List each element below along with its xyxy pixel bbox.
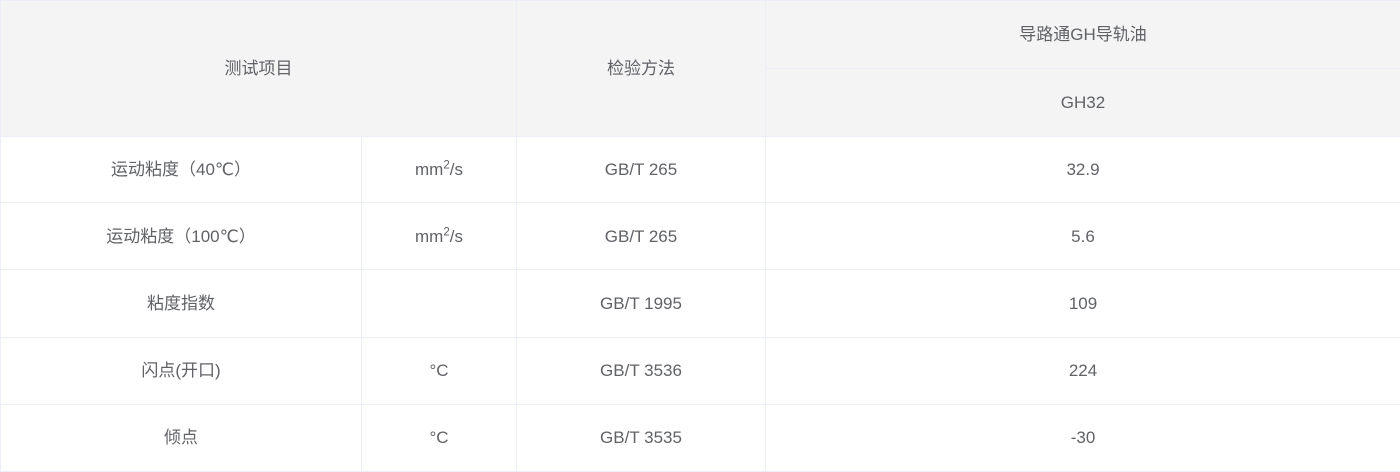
table-row: 倾点 °C GB/T 3535 -30 [0, 403, 1400, 472]
table-row: 闪点(开口) °C GB/T 3536 224 [0, 336, 1400, 405]
unit-base: mm [415, 159, 444, 179]
table-row: 粘度指数 GB/T 1995 109 [0, 269, 1400, 338]
table-row: 运动粘度（100℃） mm2/s GB/T 265 5.6 [0, 202, 1400, 271]
cell-test-item: 运动粘度（40℃） [0, 135, 362, 204]
cell-value: 224 [765, 336, 1400, 405]
unit-suffix: /s [449, 226, 463, 246]
cell-test-item: 粘度指数 [0, 269, 362, 338]
unit-base: °C [429, 428, 449, 448]
cell-test-method: GB/T 3536 [516, 336, 766, 405]
cell-unit: mm2/s [361, 135, 517, 204]
table-body: 运动粘度（40℃） mm2/s GB/T 265 32.9 运动粘度（100℃）… [0, 135, 1400, 472]
column-header-product-group: 导路通GH导轨油 [765, 0, 1400, 69]
column-header-test-method: 检验方法 [516, 0, 766, 137]
cell-value: 5.6 [765, 202, 1400, 271]
cell-value: -30 [765, 403, 1400, 472]
column-header-test-item: 测试项目 [0, 0, 517, 137]
table-header: 测试项目 检验方法 导路通GH导轨油 GH32 [0, 0, 1400, 137]
unit-exponent: 2 [443, 225, 450, 238]
table-row: 运动粘度（40℃） mm2/s GB/T 265 32.9 [0, 135, 1400, 204]
cell-value: 32.9 [765, 135, 1400, 204]
cell-value: 109 [765, 269, 1400, 338]
table-header-row-1: 测试项目 检验方法 导路通GH导轨油 [0, 0, 1400, 137]
cell-unit: °C [361, 403, 517, 472]
cell-test-item: 倾点 [0, 403, 362, 472]
unit-exponent: 2 [443, 159, 450, 172]
unit-base: mm [415, 226, 444, 246]
table-header-row-2: GH32 [1, 68, 1400, 137]
unit-suffix: /s [449, 159, 463, 179]
cell-test-method: GB/T 1995 [516, 269, 766, 338]
cell-unit: °C [361, 336, 517, 405]
cell-test-method: GB/T 265 [516, 202, 766, 271]
unit-base: °C [429, 360, 449, 380]
cell-test-method: GB/T 265 [516, 135, 766, 204]
cell-test-item: 闪点(开口) [0, 336, 362, 405]
column-header-product-grade: GH32 [765, 68, 1400, 137]
cell-test-item: 运动粘度（100℃） [0, 202, 362, 271]
cell-unit [361, 269, 517, 338]
cell-unit: mm2/s [361, 202, 517, 271]
cell-test-method: GB/T 3535 [516, 403, 766, 472]
